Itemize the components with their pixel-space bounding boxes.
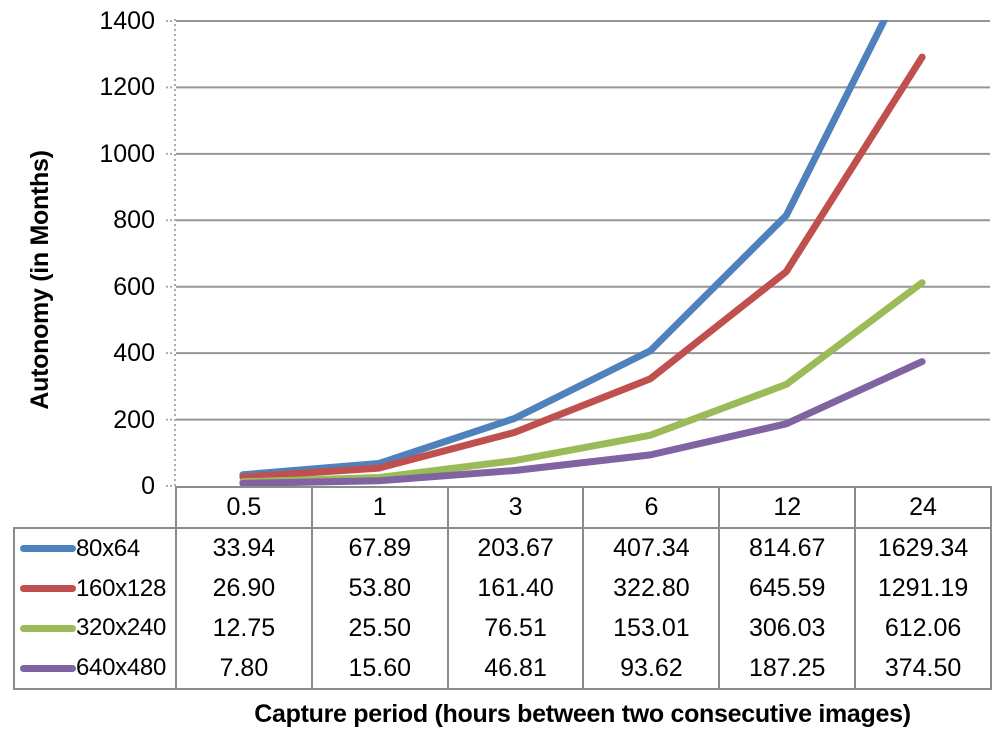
value-cell: 12.75	[212, 613, 276, 642]
y-tick-label: 1200	[99, 73, 155, 102]
y-tick-label: 800	[113, 206, 155, 235]
category-header-cell: 0.5	[226, 493, 262, 521]
plot-area	[166, 19, 990, 487]
series-line-80x64	[239, 20, 889, 479]
category-header-cell: 6	[582, 488, 718, 527]
series-line-160x128	[239, 53, 926, 481]
legend-line-swatch	[20, 664, 76, 672]
y-tick-label: 200	[113, 405, 155, 434]
value-cell: 25.50	[310, 608, 447, 649]
table-row-80x64: 33.94 67.89 203.67 407.34 814.67 1629.34	[177, 529, 990, 569]
category-header-cell: 1	[310, 488, 447, 527]
value-cell: 203.67	[446, 529, 583, 569]
value-cell: 15.60	[310, 648, 447, 688]
legend-item-160x128: 160x128	[15, 569, 175, 609]
value-cell: 7.80	[219, 653, 269, 682]
category-header-cell: 3	[446, 488, 583, 527]
value-cell: 26.90	[212, 574, 276, 603]
legend-line-swatch	[20, 545, 76, 553]
series-line-640x480	[239, 358, 926, 487]
legend-item-80x64: 80x64	[15, 529, 175, 569]
value-cell: 161.40	[446, 568, 583, 609]
table-row-640x480: 7.80 15.60 46.81 93.62 187.25 374.50	[177, 648, 990, 688]
value-cell: 814.67	[718, 529, 854, 569]
table-row-160x128: 26.90 53.80 161.40 322.80 645.59 1291.19	[177, 568, 990, 609]
legend-item-640x480: 640x480	[15, 648, 175, 688]
value-cell: 46.81	[446, 648, 583, 688]
legend-label: 640x480	[76, 654, 166, 682]
y-tick-label: 400	[113, 339, 155, 368]
value-cell: 76.51	[446, 608, 583, 649]
value-cell: 1291.19	[854, 568, 990, 609]
value-cell: 93.62	[582, 648, 718, 688]
legend-label: 80x64	[76, 534, 140, 562]
legend-label: 160x128	[76, 574, 166, 602]
category-header-cell: 12	[718, 488, 854, 527]
category-header-row: 0.5 1 3 6 12 24	[177, 488, 990, 529]
y-tick-label: 1400	[99, 7, 155, 35]
value-cell: 67.89	[310, 529, 447, 569]
data-table: 0.5 1 3 6 12 24 33.94 67.89 203.67 407.34 814.67 16…	[175, 486, 992, 690]
legend-label: 320x240	[76, 614, 166, 642]
value-cell: 407.34	[582, 529, 718, 569]
y-tick-label: 0	[141, 472, 155, 500]
value-cell: 645.59	[718, 568, 854, 609]
x-axis-title: Capture period (hours between two consec…	[254, 700, 911, 728]
legend-line-swatch	[20, 585, 76, 593]
value-cell: 53.80	[310, 568, 447, 609]
legend-item-320x240: 320x240	[15, 609, 175, 649]
y-tick-label: 1000	[99, 139, 155, 168]
value-cell: 187.25	[718, 648, 854, 688]
value-cell: 1629.34	[854, 529, 990, 569]
y-tick-label: 600	[113, 272, 155, 301]
legend-line-swatch	[20, 624, 76, 632]
value-cell: 33.94	[212, 534, 276, 563]
value-cell: 374.50	[854, 648, 990, 688]
value-cell: 306.03	[718, 608, 854, 649]
value-cell: 153.01	[582, 608, 718, 649]
value-cell: 322.80	[582, 568, 718, 609]
value-cell: 612.06	[854, 608, 990, 649]
category-header-cell: 24	[854, 488, 990, 527]
table-row-320x240: 12.75 25.50 76.51 153.01 306.03 612.06	[177, 608, 990, 649]
legend: 80x64 160x128 320x240 640x480	[13, 527, 177, 690]
